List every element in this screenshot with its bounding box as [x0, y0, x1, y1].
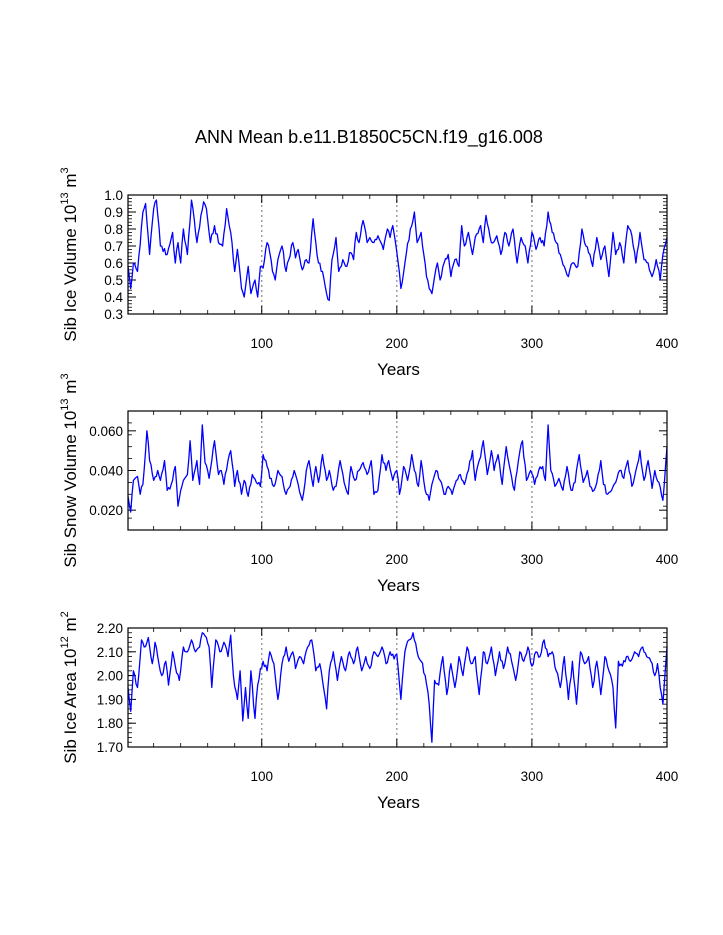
- x-tick-label: 200: [386, 336, 409, 351]
- panels-container: 0.3 0.4 0.5 0.6 0.7 0.8 0.9 1.0 100 200 300 400 Sib …: [59, 167, 678, 812]
- y-tick-label: 0.4: [104, 290, 123, 305]
- x-tick-label: 300: [521, 552, 544, 567]
- plot-frame: [127, 194, 668, 315]
- y-tick-label: 0.7: [104, 239, 123, 254]
- chart-panel-sib-ice-volume: 0.3 0.4 0.5 0.6 0.7 0.8 0.9 1.0 100 200 300 400 Sib …: [59, 167, 678, 379]
- x-tick-label: 100: [250, 769, 273, 784]
- data-line-sib-ice-area: [127, 632, 668, 743]
- data-line-sib-ice-volume: [127, 199, 668, 302]
- y-tick-label: 0.060: [89, 424, 123, 439]
- y-tick-label: 0.5: [104, 273, 123, 288]
- y-tick-label: 2.10: [97, 645, 123, 660]
- chart-panel-sib-ice-area: 1.70 1.80 1.90 2.00 2.10 2.20 100 200 300 400 Sib …: [59, 611, 678, 812]
- y-tick-label: 1.0: [104, 188, 123, 203]
- x-tick-label: 300: [521, 336, 544, 351]
- plot-frame: [127, 627, 668, 748]
- y-tick-label: 0.6: [104, 256, 123, 271]
- y-axis-label: Sib Ice Volume 1013 m3: [59, 167, 80, 341]
- x-tick-label: 400: [656, 552, 679, 567]
- y-tick-label: 0.040: [89, 464, 123, 479]
- x-tick-label: 400: [656, 336, 679, 351]
- y-axis-label: Sib Snow Volume 1013 m3: [59, 373, 80, 567]
- x-tick-label: 100: [250, 336, 273, 351]
- y-tick-label: 2.20: [97, 621, 123, 636]
- chart-panel-sib-snow-volume: 0.020 0.040 0.060 100 200 300 400 Sib Snow Volu…: [59, 373, 678, 595]
- x-tick-label: 300: [521, 769, 544, 784]
- x-tick-label: 200: [386, 769, 409, 784]
- y-tick-label: 1.80: [97, 716, 123, 731]
- y-tick-label: 0.020: [89, 503, 123, 518]
- y-tick-label: 0.8: [104, 222, 123, 237]
- x-axis-label: Years: [377, 360, 420, 379]
- y-tick-label: 2.00: [97, 669, 123, 684]
- x-tick-label: 400: [656, 769, 679, 784]
- figure-title: ANN Mean b.e11.B1850C5CN.f19_g16.008: [195, 127, 543, 148]
- y-tick-label: 1.70: [97, 740, 123, 755]
- y-tick-label: 0.3: [104, 307, 123, 322]
- x-tick-label: 200: [386, 552, 409, 567]
- data-line-sib-snow-volume: [127, 424, 668, 513]
- y-axis-label: Sib Ice Area 1012 m2: [59, 611, 80, 764]
- x-axis-label: Years: [377, 576, 420, 595]
- y-tick-label: 0.9: [104, 205, 123, 220]
- y-tick-label: 1.90: [97, 692, 123, 707]
- x-axis-label: Years: [377, 793, 420, 812]
- plot-frame: [127, 410, 668, 531]
- x-tick-label: 100: [250, 552, 273, 567]
